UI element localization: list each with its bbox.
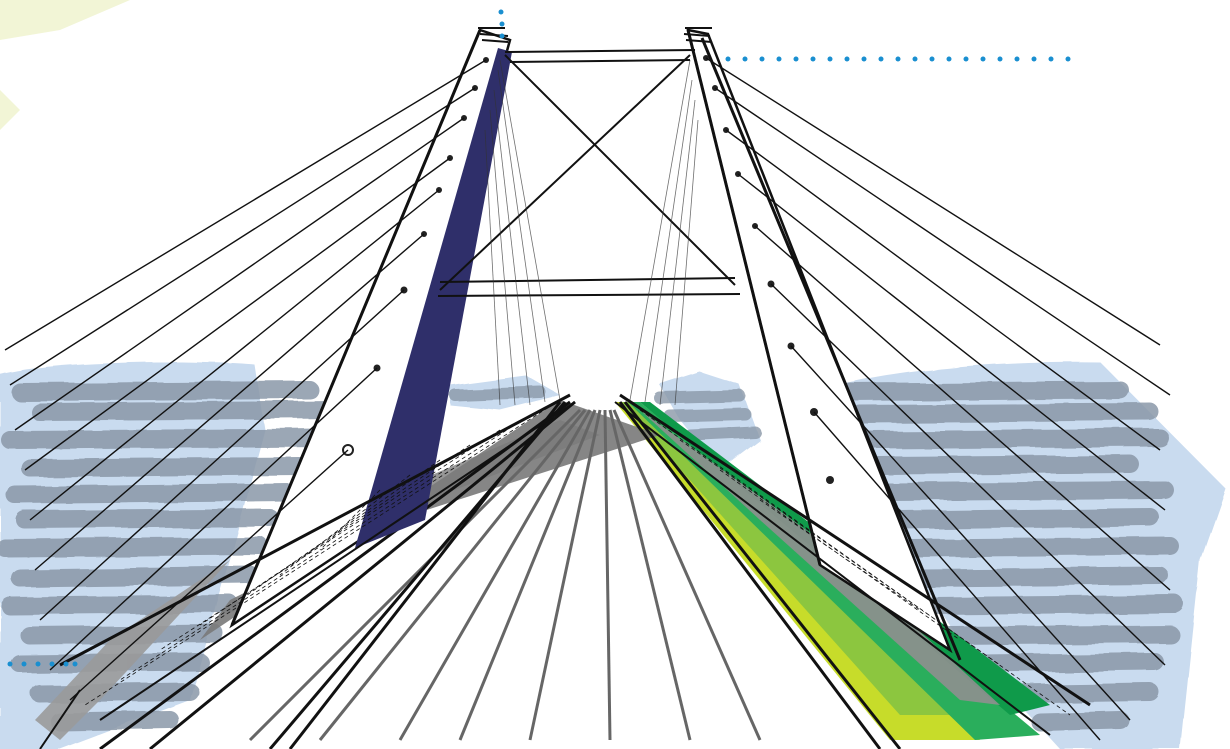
right-pylon (683, 27, 962, 661)
corner-tint (0, 0, 130, 40)
stay-cables-right (705, 57, 1171, 741)
water-right (840, 361, 1225, 749)
corner-tint-2 (0, 90, 20, 130)
road-edge-lines (99, 400, 902, 749)
road-lines (248, 408, 762, 742)
dotted-guides (7, 9, 1071, 667)
deck-truss-right (614, 393, 1091, 736)
stay-cables-left (4, 59, 487, 701)
deck-truss-left (39, 393, 576, 749)
water-center (449, 372, 761, 470)
left-pylon (229, 27, 512, 629)
pylon-braces (437, 49, 741, 297)
stay-cables-inner (484, 59, 699, 406)
